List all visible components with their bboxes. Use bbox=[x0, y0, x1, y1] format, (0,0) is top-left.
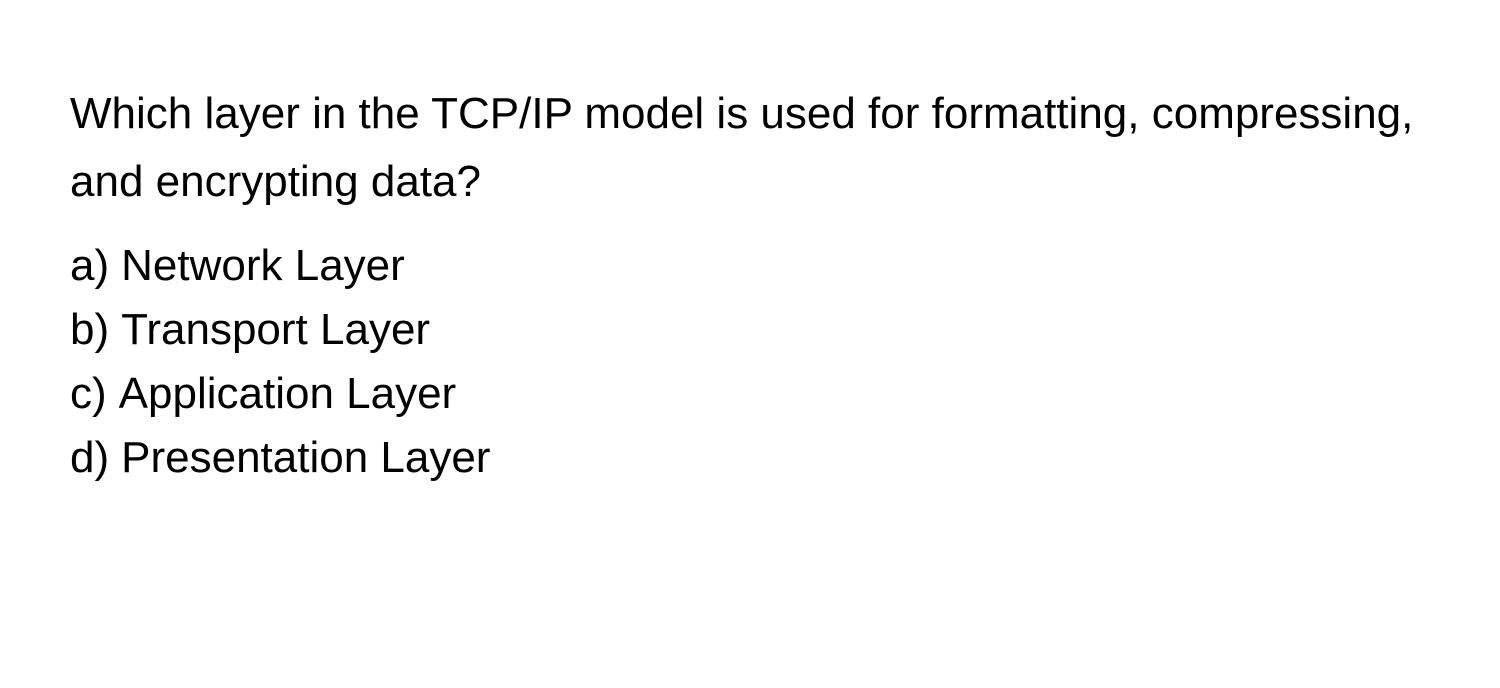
option-label: b) bbox=[70, 298, 109, 362]
option-text: Transport Layer bbox=[121, 298, 430, 362]
option-item: b) Transport Layer bbox=[70, 298, 1430, 362]
option-label: c) bbox=[70, 362, 107, 426]
option-text: Network Layer bbox=[121, 234, 405, 298]
option-label: d) bbox=[70, 426, 109, 490]
option-item: c) Application Layer bbox=[70, 362, 1430, 426]
option-item: d) Presentation Layer bbox=[70, 426, 1430, 490]
question-container: Which layer in the TCP/IP model is used … bbox=[70, 80, 1430, 490]
option-text: Presentation Layer bbox=[121, 426, 490, 490]
option-text: Application Layer bbox=[119, 362, 457, 426]
option-item: a) Network Layer bbox=[70, 234, 1430, 298]
question-text: Which layer in the TCP/IP model is used … bbox=[70, 80, 1430, 216]
option-label: a) bbox=[70, 234, 109, 298]
options-list: a) Network Layer b) Transport Layer c) A… bbox=[70, 234, 1430, 489]
